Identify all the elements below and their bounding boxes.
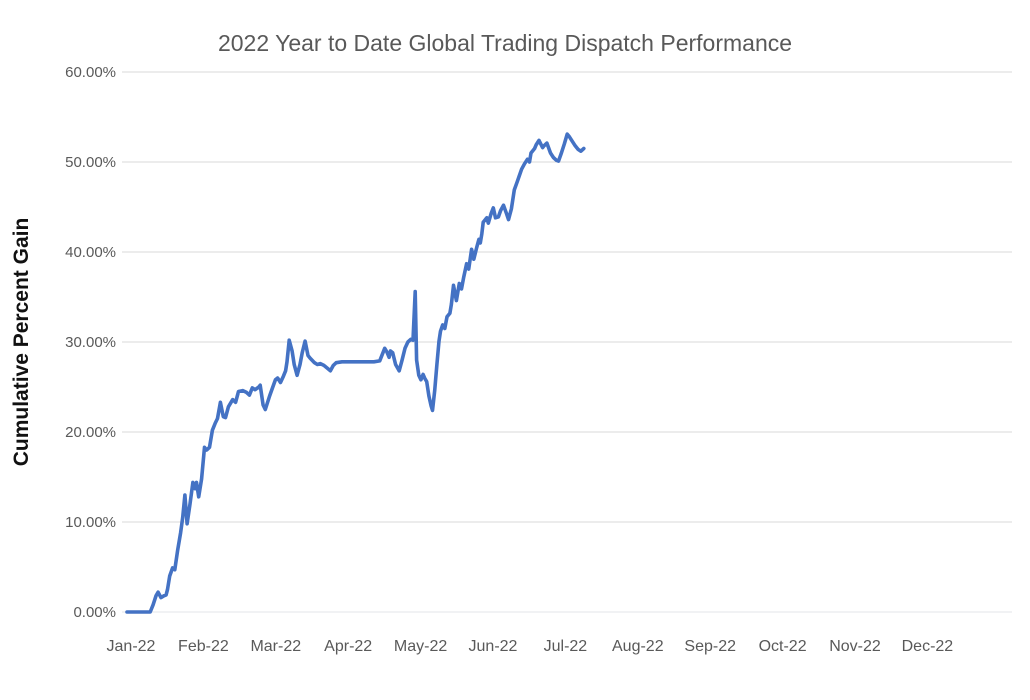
x-tick-label: Oct-22 xyxy=(759,638,807,655)
x-tick-label: Apr-22 xyxy=(324,638,372,655)
y-tick-label: 40.00% xyxy=(65,244,116,261)
x-tick-labels: Jan-22 Feb-22 Mar-22 Apr-22 May-22 Jun-22 Jul-… xyxy=(107,638,954,655)
y-tick-label: 10.00% xyxy=(65,514,116,531)
y-tick-label: 20.00% xyxy=(65,424,116,441)
x-tick-label: May-22 xyxy=(394,638,447,655)
x-tick-label: Jan-22 xyxy=(107,638,156,655)
x-tick-label: Mar-22 xyxy=(250,638,301,655)
x-tick-label: Dec-22 xyxy=(902,638,954,655)
x-tick-label: Aug-22 xyxy=(612,638,664,655)
chart-title: 2022 Year to Date Global Trading Dispatc… xyxy=(218,30,792,56)
y-axis-title: Cumulative Percent Gain xyxy=(10,218,33,467)
y-tick-label: 60.00% xyxy=(65,64,116,81)
x-tick-label: Jul-22 xyxy=(544,638,588,655)
x-tick-label: Jun-22 xyxy=(469,638,518,655)
x-tick-label: Sep-22 xyxy=(684,638,736,655)
x-tick-label: Nov-22 xyxy=(829,638,881,655)
y-tick-labels: 0.00% 10.00% 20.00% 30.00% 40.00% 50.00% 60.00… xyxy=(65,64,116,621)
gridlines xyxy=(122,71,1012,613)
y-tick-label: 30.00% xyxy=(65,334,116,351)
y-tick-label: 50.00% xyxy=(65,154,116,171)
y-tick-label: 0.00% xyxy=(73,604,116,621)
series-line-cumulative-percent-gain xyxy=(125,132,586,614)
x-tick-label: Feb-22 xyxy=(178,638,229,655)
